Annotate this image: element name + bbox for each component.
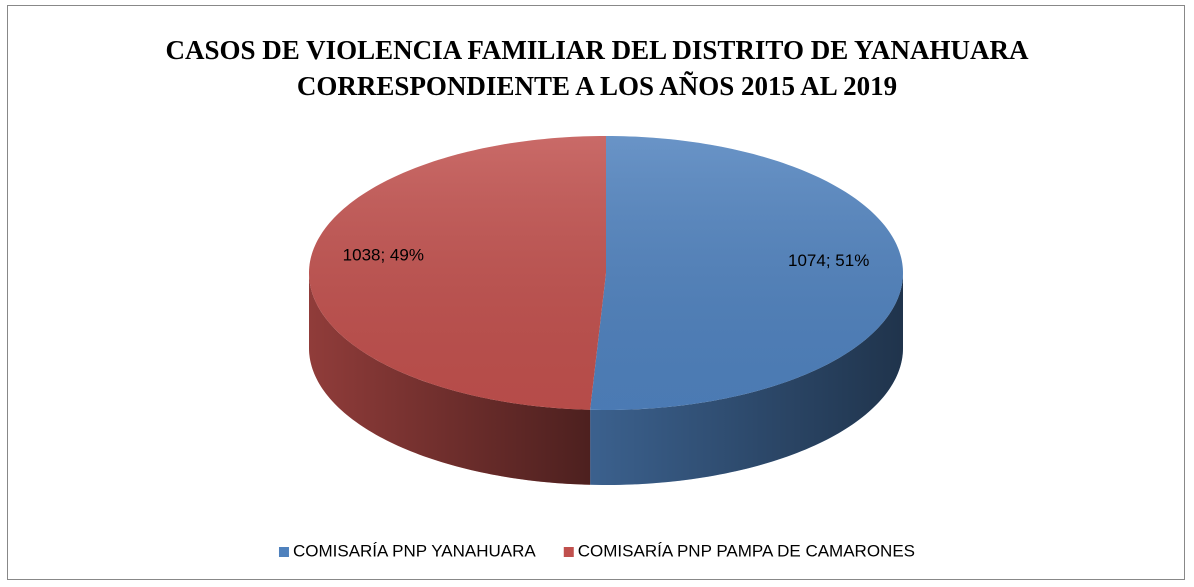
legend-swatch bbox=[563, 547, 574, 557]
slice-shade bbox=[590, 136, 903, 410]
slice-shade bbox=[309, 136, 606, 410]
slice-side-shade bbox=[309, 273, 591, 485]
legend-swatch bbox=[278, 547, 289, 557]
legend-label: COMISARÍA PNP PAMPA DE CAMARONES bbox=[578, 541, 915, 560]
data-label: 1074; 51% bbox=[788, 251, 869, 270]
chart-title: CASOS DE VIOLENCIA FAMILIAR DEL DISTRITO… bbox=[165, 35, 1029, 101]
slice-side-shade bbox=[590, 273, 903, 485]
legend-label: COMISARÍA PNP YANAHUARA bbox=[293, 541, 536, 560]
data-label: 1038; 49% bbox=[343, 246, 424, 265]
chart-border bbox=[7, 5, 1185, 580]
